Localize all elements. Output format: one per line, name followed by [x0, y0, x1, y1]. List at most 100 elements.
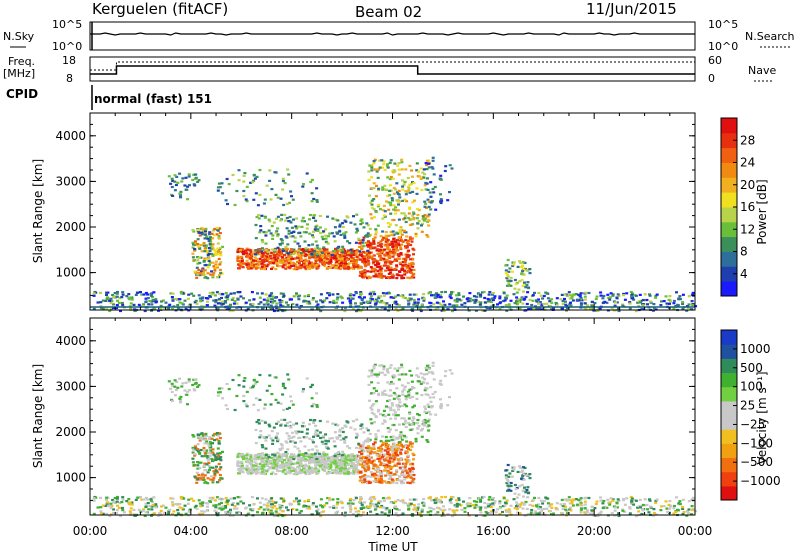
power-echo-cell [241, 266, 245, 269]
power-echo-cell [186, 185, 190, 188]
power-echo-cell [416, 227, 420, 230]
power-echo-cell [426, 215, 430, 218]
velocity-echo-cell [202, 464, 206, 468]
power-echo-cell [524, 295, 528, 299]
velocity-echo-cell [448, 500, 452, 503]
velocity-echo-cell [287, 471, 291, 474]
power-echo-cell [178, 298, 182, 301]
velocity-echo-cell [406, 444, 410, 447]
power-echo-cell [105, 296, 109, 299]
power-echo-cell [524, 286, 528, 289]
velocity-echo-cell [249, 472, 253, 475]
velocity-echo-cell [341, 430, 345, 434]
power-echo-cell [654, 296, 658, 299]
velocity-echo-cell [300, 430, 304, 433]
velocity-echo-cell [286, 471, 290, 474]
velocity-echo-cell [269, 437, 273, 440]
power-echo-cell [361, 241, 365, 244]
power-echo-cell [387, 234, 391, 237]
power-echo-cell [285, 216, 289, 220]
power-echo-cell [403, 273, 407, 276]
velocity-echo-cell [335, 436, 339, 439]
power-echo-cell [395, 182, 399, 185]
power-echo-cell [333, 240, 337, 243]
velocity-echo-cell [427, 405, 431, 408]
power-echo-cell [245, 247, 249, 250]
power-echo-cell [641, 303, 645, 306]
power-echo-cell [202, 273, 206, 276]
velocity-echo-cell [351, 461, 355, 464]
power-echo-cell [399, 294, 403, 298]
power-echo-cell [337, 257, 341, 260]
power-echo-cell [617, 309, 621, 313]
power-echo-cell [526, 281, 530, 284]
velocity-echo-cell [303, 460, 307, 463]
ytick-label: 4000 [55, 129, 86, 143]
power-echo-cell [564, 300, 567, 303]
velocity-echo-cell [429, 400, 433, 403]
velocity-echo-cell [379, 440, 383, 443]
power-echo-cell [455, 297, 459, 300]
velocity-echo-cell [278, 447, 282, 451]
velocity-echo-cell [216, 391, 220, 394]
power-echo-cell [336, 252, 340, 255]
power-echo-cell [625, 292, 629, 295]
power-echo-cell [435, 292, 438, 295]
velocity-echo-cell [399, 468, 403, 471]
velocity-echo-cell [192, 499, 196, 502]
power-echo-cell [462, 295, 465, 298]
power-echo-cell [271, 234, 275, 237]
velocity-echo-cell [213, 454, 217, 457]
power-echo-cell [359, 219, 363, 222]
power-echo-cell [261, 255, 265, 259]
power-echo-cell [178, 192, 182, 195]
velocity-echo-cell [180, 385, 184, 388]
power-echo-cell [295, 293, 298, 296]
power-echo-cell [466, 300, 470, 303]
power-echo-cell [498, 295, 502, 298]
power-echo-cell [252, 265, 256, 268]
velocity-echo-cell [331, 422, 335, 425]
power-echo-cell [468, 300, 472, 303]
velocity-echo-cell [293, 462, 297, 465]
power-echo-cell [248, 253, 252, 256]
power-echo-cell [539, 294, 543, 297]
power-echo-cell [105, 291, 109, 294]
power-echo-cell [205, 244, 209, 247]
velocity-echo-cell [276, 420, 280, 423]
power-echo-cell [648, 300, 652, 303]
power-echo-cell [303, 261, 307, 264]
power-echo-cell [314, 219, 318, 222]
power-echo-cell [324, 240, 328, 243]
ytick-label: 3000 [55, 174, 86, 188]
power-echo-cell [279, 304, 283, 307]
power-echo-cell [278, 261, 282, 264]
power-echo-cell [343, 267, 347, 270]
power-echo-cell [414, 293, 418, 296]
power-echo-cell [150, 300, 154, 303]
velocity-echo-cell [388, 394, 392, 397]
velocity-echo-cell [526, 474, 530, 477]
velocity-echo-cell [368, 399, 371, 402]
power-echo-cell [188, 304, 192, 307]
power-echo-cell [374, 268, 378, 272]
velocity-echo-cell [405, 460, 409, 464]
power-echo-cell [427, 219, 431, 222]
power-echo-cell [351, 308, 355, 311]
power-echo-cell [401, 257, 405, 260]
velocity-echo-cell [199, 448, 203, 452]
velocity-echo-cell [196, 467, 200, 470]
power-echo-cell [526, 291, 530, 294]
velocity-echo-cell [401, 472, 405, 475]
power-echo-cell [245, 263, 249, 266]
power-echo-cell [400, 274, 404, 277]
velocity-echo-cell [334, 462, 338, 465]
power-echo-cell [579, 292, 583, 295]
power-echo-cell [308, 254, 312, 257]
power-echo-cell [338, 255, 342, 259]
velocity-echo-cell [431, 364, 435, 367]
power-echo-cell [176, 304, 180, 307]
power-echo-cell [427, 205, 431, 208]
velocity-echo-cell [314, 445, 318, 448]
power-echo-cell [169, 292, 173, 295]
